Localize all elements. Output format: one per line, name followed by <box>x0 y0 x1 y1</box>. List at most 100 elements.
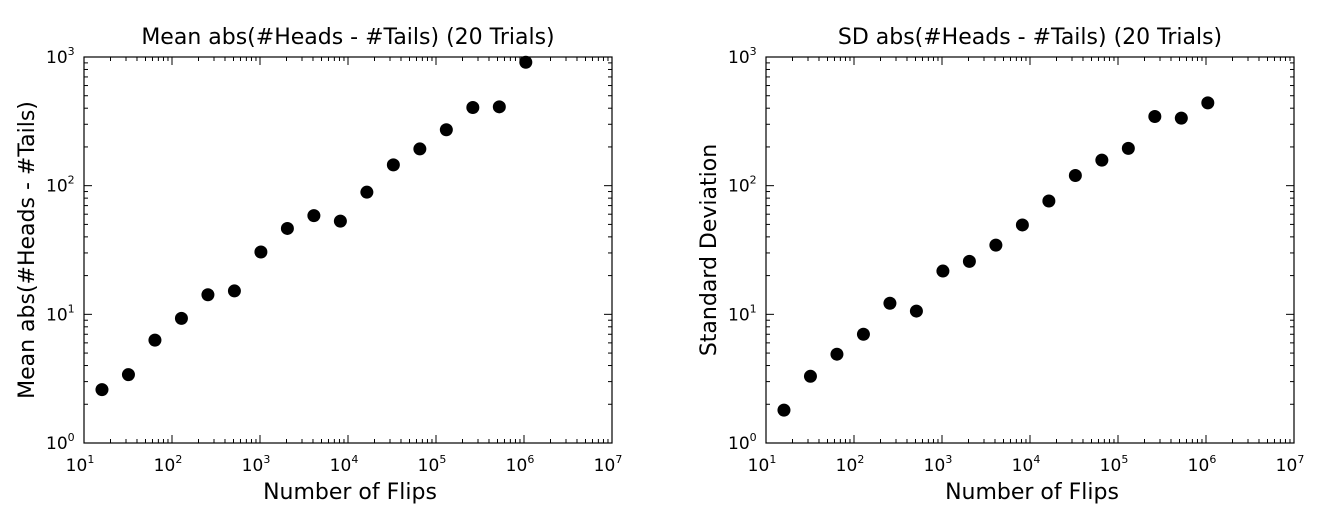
chart0-x-tick-exp: 1 <box>87 453 94 466</box>
chart1-x-tick-label: 107 <box>1276 453 1305 476</box>
chart1-x-tick-exp: 5 <box>1121 453 1128 466</box>
chart0-x-tick-base: 10 <box>594 456 616 476</box>
chart0-data-point <box>121 368 135 382</box>
chart0-y-tick-exp: 3 <box>68 45 75 58</box>
chart0-x-axis-label: Number of Flips <box>263 480 437 505</box>
chart1-data-point <box>777 403 791 417</box>
chart1-y-tick-label: 103 <box>728 45 757 68</box>
chart1-y-tick-exp: 3 <box>750 45 757 58</box>
chart1-data-point <box>1148 109 1162 123</box>
chart1-x-tick-base: 10 <box>1100 456 1122 476</box>
chart1-data-point <box>856 327 870 341</box>
chart0-data-point <box>254 245 268 259</box>
chart0-x-tick-label: 102 <box>154 453 183 476</box>
chart0-title: Mean abs(#Heads - #Tails) (20 Trials) <box>141 25 554 50</box>
chart1-x-tick-base: 10 <box>836 456 858 476</box>
chart1-data-point <box>1042 194 1056 208</box>
chart1-y-tick-exp: 0 <box>750 431 757 444</box>
chart1-y-axis-label: Standard Deviation <box>697 144 722 356</box>
chart1-x-tick-label: 103 <box>924 453 953 476</box>
chart1-x-tick-label: 102 <box>836 453 865 476</box>
chart0-y-tick-base: 10 <box>46 48 68 68</box>
chart0-y-tick-base: 10 <box>46 305 68 325</box>
chart0-plot-frame <box>83 56 613 444</box>
chart1-data-point <box>883 296 897 310</box>
chart0-data-point <box>201 288 215 302</box>
chart1-data-point <box>803 369 817 383</box>
chart0-x-tick-label: 106 <box>506 453 535 476</box>
chart0-x-tick-exp: 4 <box>351 453 358 466</box>
chart1-y-tick-label: 102 <box>728 174 757 197</box>
chart1-x-axis-label: Number of Flips <box>945 480 1119 505</box>
chart0-data-point <box>360 185 374 199</box>
chart0-data-point <box>174 311 188 325</box>
chart0-x-tick-exp: 5 <box>439 453 446 466</box>
chart1-x-tick-label: 105 <box>1100 453 1129 476</box>
chart0-data-point <box>148 333 162 347</box>
chart0-x-tick-base: 10 <box>330 456 352 476</box>
chart0-data-point <box>466 101 480 115</box>
chart1-plot-frame <box>765 56 1295 444</box>
chart1-y-tick-base: 10 <box>728 305 750 325</box>
chart0-x-tick-label: 103 <box>242 453 271 476</box>
chart1-x-tick-base: 10 <box>1012 456 1034 476</box>
chart0-x-tick-exp: 2 <box>175 453 182 466</box>
chart1-x-tick-label: 101 <box>748 453 777 476</box>
chart0-y-tick-exp: 2 <box>68 174 75 187</box>
chart1-y-tick-base: 10 <box>728 48 750 68</box>
chart1-data-point <box>1015 218 1029 232</box>
chart1-x-tick-label: 104 <box>1012 453 1041 476</box>
chart1-data-point <box>1174 111 1188 125</box>
chart0-data-point <box>333 214 347 228</box>
chart0-data-point <box>95 383 109 397</box>
chart0-x-tick-exp: 7 <box>615 453 622 466</box>
chart0-x-tick-label: 104 <box>330 453 359 476</box>
chart0-x-tick-exp: 6 <box>527 453 534 466</box>
chart0-x-tick-base: 10 <box>418 456 440 476</box>
chart0-data-point <box>227 284 241 298</box>
chart1-y-tick-exp: 1 <box>750 302 757 315</box>
chart0-x-tick-exp: 3 <box>263 453 270 466</box>
chart1-data-point <box>1121 141 1135 155</box>
chart1-y-tick-base: 10 <box>728 177 750 197</box>
chart1-y-tick-exp: 2 <box>750 174 757 187</box>
chart0-data-point <box>307 209 321 223</box>
chart1-x-tick-exp: 1 <box>769 453 776 466</box>
chart1-x-tick-exp: 2 <box>857 453 864 466</box>
chart0-x-tick-base: 10 <box>506 456 528 476</box>
chart1-x-tick-base: 10 <box>1276 456 1298 476</box>
chart1-title: SD abs(#Heads - #Tails) (20 Trials) <box>838 25 1222 50</box>
chart0-x-tick-label: 107 <box>594 453 623 476</box>
chart0-data-point <box>492 100 506 114</box>
chart0-y-tick-label: 102 <box>46 174 75 197</box>
chart1-data-point <box>909 304 923 318</box>
chart1-x-tick-exp: 7 <box>1297 453 1304 466</box>
chart1-x-tick-label: 106 <box>1188 453 1217 476</box>
chart0-y-tick-base: 10 <box>46 434 68 454</box>
chart0-data-point <box>413 142 427 156</box>
chart0-y-tick-label: 100 <box>46 431 75 454</box>
chart1-data-point <box>936 264 950 278</box>
chart1-x-tick-base: 10 <box>924 456 946 476</box>
chart0-y-tick-label: 101 <box>46 302 75 325</box>
chart1-x-tick-exp: 3 <box>945 453 952 466</box>
chart1-y-tick-label: 101 <box>728 302 757 325</box>
chart0-x-tick-label: 101 <box>66 453 95 476</box>
chart0-x-tick-base: 10 <box>154 456 176 476</box>
chart1-data-point <box>1201 96 1215 110</box>
chart0-x-tick-base: 10 <box>66 456 88 476</box>
chart0-y-tick-exp: 1 <box>68 302 75 315</box>
chart1-x-tick-exp: 4 <box>1033 453 1040 466</box>
chart1-y-tick-label: 100 <box>728 431 757 454</box>
chart0-x-tick-base: 10 <box>242 456 264 476</box>
chart1-data-point <box>962 254 976 268</box>
chart1-x-tick-base: 10 <box>748 456 770 476</box>
chart1-data-point <box>1068 168 1082 182</box>
chart1-data-point <box>989 238 1003 252</box>
chart0-data-point <box>439 123 453 137</box>
chart0-data-point <box>280 221 294 235</box>
chart0-data-point <box>519 55 533 69</box>
